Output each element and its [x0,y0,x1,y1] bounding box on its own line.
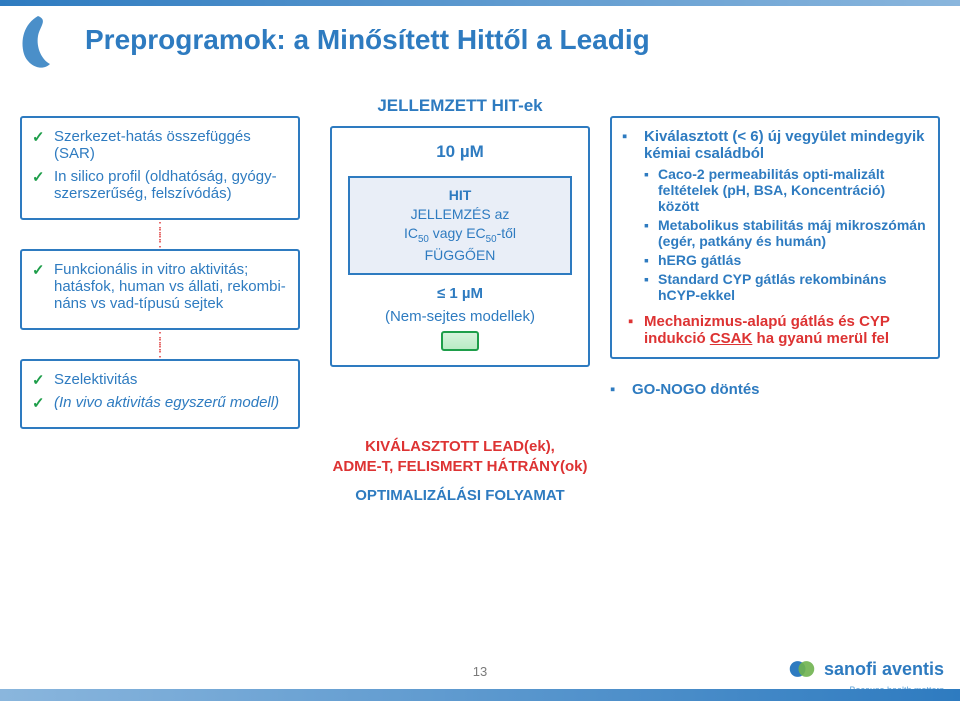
page-number: 13 [473,664,487,679]
right-lead-text: Kiválasztott (< 6) új vegyület mindegyik… [644,128,925,162]
right-box: Kiválasztott (< 6) új vegyület mindegyik… [610,116,940,359]
left-box3-item2-text: (In vivo aktivitás egyszerű modell) [54,394,279,411]
right-lead: Kiválasztott (< 6) új vegyület mindegyik… [622,128,928,303]
slide-root: Preprogramok: a Minősített Hittől a Lead… [0,0,960,701]
hit-green-button[interactable] [441,331,479,351]
selected-lead-l2: ADME-T, FELISMERT HÁTRÁNY(ok) [330,457,590,477]
hit-inner-l3: IC50 vagy EC50-től [354,224,566,246]
middle-column: JELLEMZETT HIT-ek 10 µM HIT JELLEMZÉS az… [330,96,590,504]
left-column: Szerkezet-hatás összefüggés (SAR) In sil… [20,116,300,429]
brand-name: sanofi aventis [824,659,944,680]
hit-outer-box: 10 µM HIT JELLEMZÉS az IC50 vagy EC50-tő… [330,126,590,367]
brand-block: sanofi aventis [788,655,944,683]
right-sub-4: Standard CYP gátlás rekombináns hCYP-ekk… [644,271,928,303]
gonogo-text: GO-NOGO döntés [632,381,760,398]
brand-icon [788,655,816,683]
corner-logo-icon [18,14,58,72]
left-box2-item1: Funkcionális in vitro aktivitás; hatásfo… [32,261,288,312]
hit-inner-l1: HIT [354,186,566,205]
right-sub-2: Metabolikus stabilitás máj mikroszómán (… [644,217,928,249]
hit-top-value: 10 µM [340,142,580,162]
right-red-underlined: CSAK [710,330,753,347]
hit-inner-box: HIT JELLEMZÉS az IC50 vagy EC50-től FÜGG… [348,176,572,275]
right-red-post: ha gyanú merül fel [752,330,889,347]
slide-title: Preprogramok: a Minősített Hittől a Lead… [85,24,920,56]
selected-lead-l1: KIVÁLASZTOTT LEAD(ek), [330,437,590,457]
left-box2-item1-text: Funkcionális in vitro aktivitás; hatásfo… [54,261,286,312]
optimize-line: OPTIMALIZÁLÁSI FOLYAMAT [330,487,590,504]
content-area: Szerkezet-hatás összefüggés (SAR) In sil… [0,96,960,641]
left-box-1: Szerkezet-hatás összefüggés (SAR) In sil… [20,116,300,220]
gonogo-wrapper: ▪ GO-NOGO döntés [610,381,940,398]
left-box3-item2: (In vivo aktivitás egyszerű modell) [32,394,288,411]
dotted-connector-2: ⋮⋮⋮ [20,334,300,355]
hit-inner-l4: FÜGGŐEN [354,246,566,265]
middle-below: KIVÁLASZTOTT LEAD(ek), ADME-T, FELISMERT… [330,437,590,505]
left-box1-item1: Szerkezet-hatás összefüggés (SAR) [32,128,288,162]
left-box1-item2-text: In silico profil (oldhatóság, gyógy-szer… [54,168,277,202]
right-sub-3: hERG gátlás [644,252,928,268]
left-box-3: Szelektivitás (In vivo aktivitás egyszer… [20,359,300,429]
right-red-block: ▪ Mechanizmus-alapú gátlás és CYP indukc… [622,313,928,347]
dotted-connector-1: ⋮⋮⋮ [20,224,300,245]
right-sub-1: Caco-2 permeabilitás opti-malizált felté… [644,166,928,214]
right-column: Kiválasztott (< 6) új vegyület mindegyik… [610,116,940,398]
hit-inner-l2: JELLEMZÉS az [354,205,566,224]
hit-bottom-note: (Nem-sejtes modellek) [340,308,580,325]
hit-bottom-value: ≤ 1 µM [340,285,580,302]
left-box3-item1: Szelektivitás [32,371,288,388]
hit-header: JELLEMZETT HIT-ek [330,96,590,116]
left-box-2: Funkcionális in vitro aktivitás; hatásfo… [20,249,300,330]
brand-tagline: Because health matters [849,685,944,695]
left-box1-item2: In silico profil (oldhatóság, gyógy-szer… [32,168,288,202]
